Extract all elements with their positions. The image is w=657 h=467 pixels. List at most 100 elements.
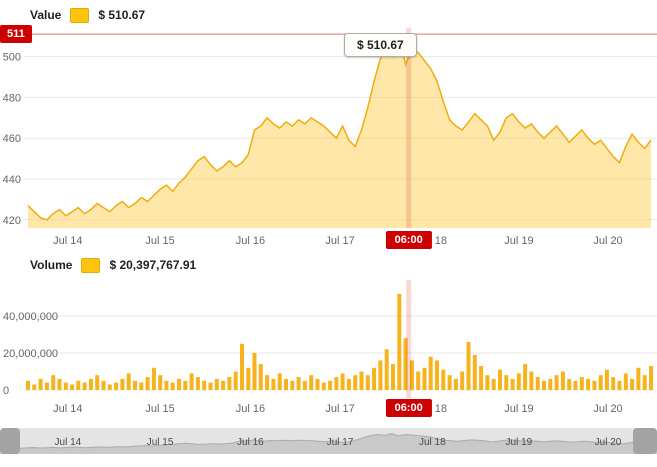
volume-bar — [372, 367, 377, 390]
y-axis-tick: 0 — [3, 385, 9, 397]
volume-bar — [195, 377, 200, 390]
x-axis-label: Jul 15 — [145, 235, 175, 247]
time-highlight-line — [406, 280, 412, 398]
x-axis-label: Jul 20 — [593, 403, 623, 415]
x-axis-label: Jul 17 — [325, 235, 355, 247]
y-axis-tick: 440 — [3, 174, 21, 186]
volume-bar — [491, 378, 496, 390]
volume-bar — [32, 384, 37, 390]
volume-bar — [51, 375, 56, 390]
volume-bar — [120, 378, 125, 390]
volume-bar — [409, 360, 414, 390]
volume-bar — [88, 378, 93, 390]
volume-bar — [642, 375, 647, 390]
volume-bar — [623, 373, 628, 390]
volume-bar — [302, 380, 307, 390]
x-axis-label: Jul 20 — [593, 235, 623, 247]
volume-bar — [76, 380, 81, 390]
volume-bar — [548, 378, 553, 390]
volume-bar — [70, 384, 75, 390]
volume-bar — [309, 375, 314, 390]
value-area-chart[interactable]: 420 440 460 480 500 — [0, 28, 657, 228]
y-axis-tick: 40,000,000 — [3, 311, 58, 323]
volume-bar — [334, 377, 339, 390]
volume-bar — [472, 354, 477, 390]
volume-bar — [649, 366, 653, 390]
time-highlight-line — [406, 28, 412, 228]
volume-bar — [630, 378, 635, 390]
volume-bar — [101, 380, 106, 390]
x-axis-label: Jul 14 — [53, 403, 83, 415]
volume-bar — [598, 375, 603, 390]
x-axis-label: Jul 16 — [235, 403, 266, 415]
volume-bar — [328, 380, 333, 390]
volume-bar — [485, 375, 490, 390]
volume-bar — [139, 382, 144, 390]
volume-bar — [258, 364, 263, 390]
navigator-label: Jul 14 — [55, 437, 82, 448]
volume-bar — [26, 380, 30, 390]
volume-bar — [353, 375, 358, 390]
volume-bar — [95, 375, 100, 390]
x-axis-label: Jul 14 — [53, 235, 83, 247]
value-legend-swatch[interactable] — [70, 7, 90, 23]
volume-bar — [579, 377, 584, 390]
volume-bar — [479, 366, 484, 390]
navigator-line — [0, 432, 657, 449]
volume-bar — [359, 371, 364, 390]
volume-bar — [271, 378, 276, 390]
volume-bar — [611, 377, 616, 390]
navigator-handle-left[interactable] — [0, 428, 20, 454]
volume-bar — [126, 373, 131, 390]
volume-bar — [586, 378, 591, 390]
volume-bar — [63, 382, 68, 390]
volume-bar — [296, 377, 301, 390]
volume-bar — [114, 382, 119, 390]
volume-bar — [573, 380, 578, 390]
y-axis-tick: 460 — [3, 133, 21, 145]
volume-bar — [145, 377, 150, 390]
volume-bar — [365, 375, 370, 390]
volume-bar — [221, 380, 226, 390]
volume-bar — [177, 378, 181, 390]
volume-bar — [57, 378, 62, 390]
max-value-badge: 511 — [0, 25, 32, 43]
navigator-label: Jul 19 — [506, 437, 533, 448]
volume-bar — [403, 338, 408, 390]
value-tooltip: $ 510.67 — [344, 33, 417, 57]
volume-legend-swatch[interactable] — [81, 257, 101, 273]
volume-bar — [82, 382, 87, 390]
volume-bar — [453, 378, 458, 390]
volume-bar — [252, 353, 257, 390]
volume-bar — [107, 384, 112, 390]
volume-bar — [560, 371, 565, 390]
y-axis-tick: 480 — [3, 92, 21, 104]
time-badge: 06:00 — [385, 399, 432, 417]
volume-bar — [567, 378, 572, 390]
volume-bar — [378, 360, 383, 390]
volume-bar — [277, 373, 282, 390]
volume-bar — [158, 375, 163, 390]
volume-bar-chart[interactable]: 0 20,000,000 40,000,000 — [0, 280, 657, 398]
volume-legend-label: Volume — [30, 258, 73, 272]
volume-bar — [617, 380, 622, 390]
volume-bar — [397, 293, 402, 390]
volume-bar — [340, 373, 345, 390]
navigator-handle-right[interactable] — [633, 428, 657, 454]
volume-bar — [164, 380, 169, 390]
volume-bar — [441, 369, 446, 390]
time-badge: 06:00 — [385, 231, 432, 249]
volume-bar — [529, 371, 534, 390]
volume-bar — [510, 378, 515, 390]
range-navigator[interactable]: Jul 14 Jul 15 Jul 16 Jul 17 Jul 18 Jul 19 Jul … — [0, 428, 657, 454]
volume-bar — [346, 378, 351, 390]
volume-bar — [466, 341, 471, 390]
volume-bar — [391, 364, 395, 390]
volume-bar — [636, 367, 641, 390]
volume-bar — [208, 382, 213, 390]
volume-bar — [498, 369, 502, 390]
volume-bar — [227, 377, 232, 390]
value-area — [28, 34, 651, 228]
volume-bar — [516, 373, 521, 390]
volume-bar — [416, 371, 421, 390]
